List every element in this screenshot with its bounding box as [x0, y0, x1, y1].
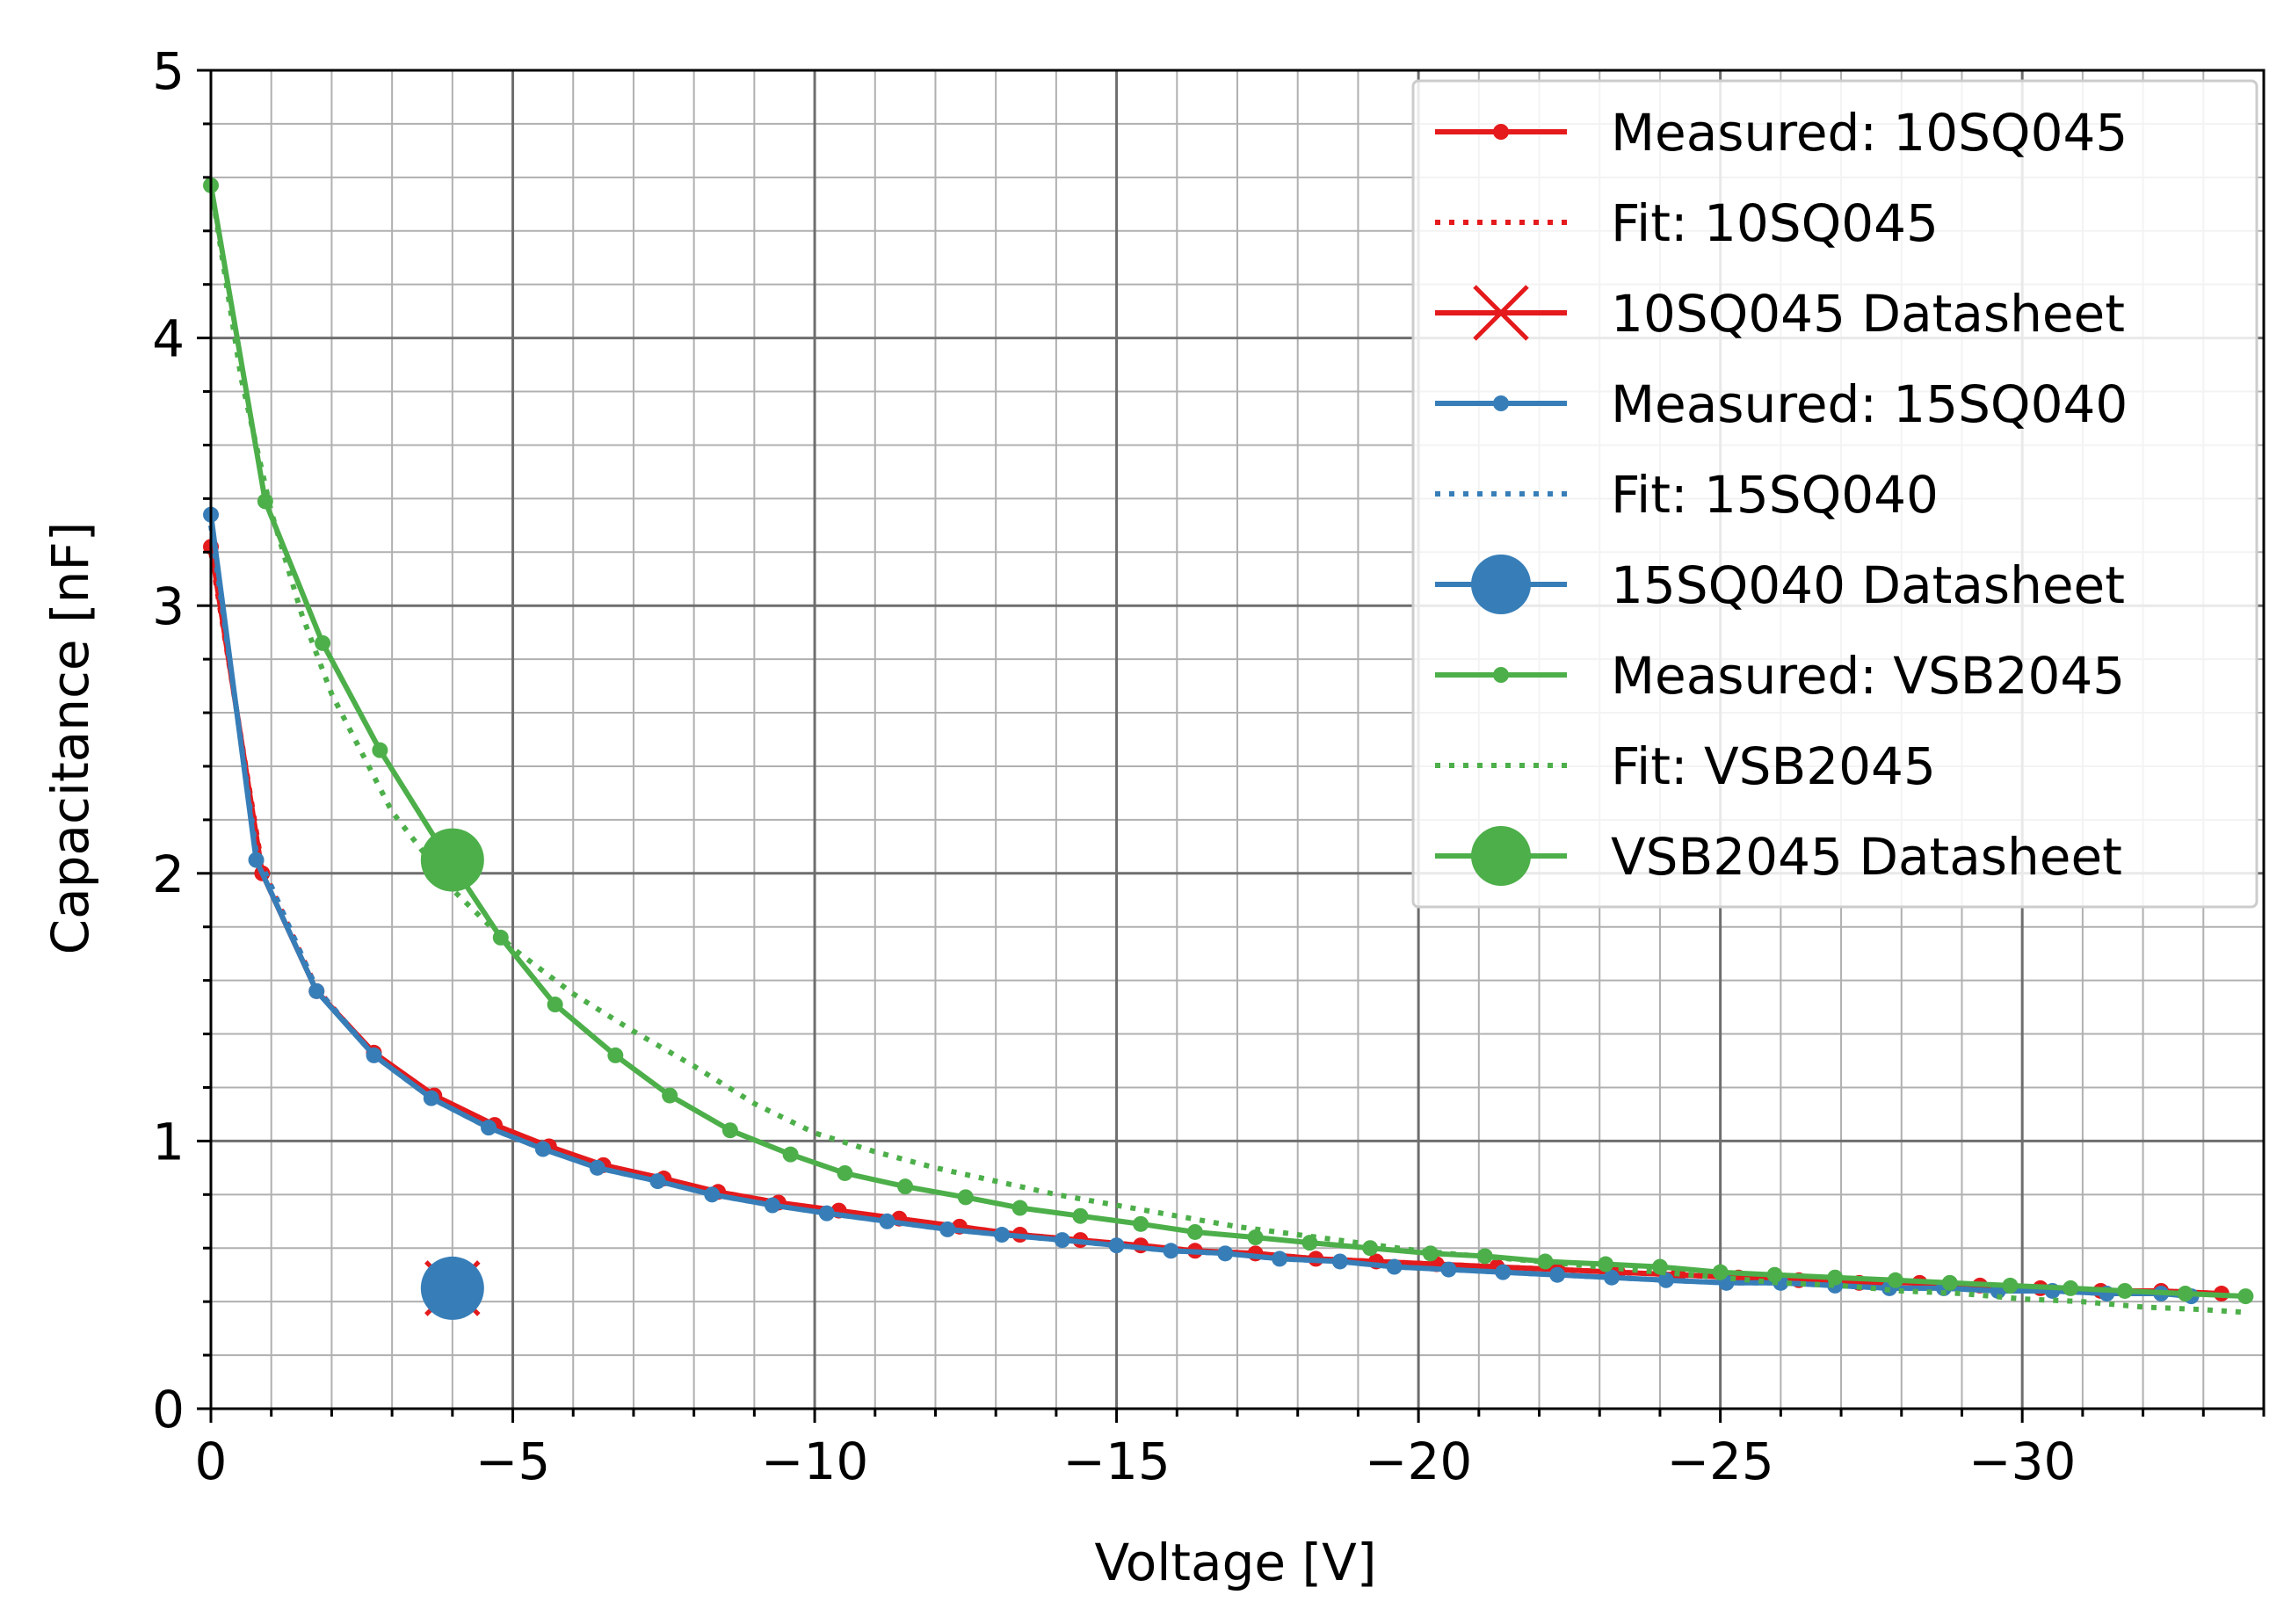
x-tick-label: −20 [1365, 1432, 1472, 1491]
legend-label: Measured: 10SQ045 [1611, 103, 2128, 163]
data-point [764, 1197, 780, 1214]
series-line [208, 185, 2246, 1300]
x-tick-label: −5 [475, 1432, 551, 1491]
x-tick-label: 0 [195, 1432, 228, 1491]
series-fit-15sq040 [208, 525, 2192, 1300]
legend-item-10sq045-datasheet: 10SQ045 Datasheet [1435, 284, 2125, 344]
legend-marker [1471, 826, 1531, 886]
data-point [649, 1173, 666, 1190]
legend-label: 10SQ045 Datasheet [1611, 284, 2125, 344]
data-point [721, 1122, 738, 1139]
legend-item-measured-15sq040: Measured: 15SQ040 [1435, 374, 2128, 434]
data-point [372, 742, 388, 758]
data-point [662, 1087, 678, 1104]
data-point [1108, 1237, 1125, 1254]
x-tick-label: −10 [761, 1432, 868, 1491]
series-vsb2045-datasheet [420, 828, 484, 892]
datasheet-marker [420, 1256, 484, 1320]
legend: Measured: 10SQ045 Fit: 10SQ045 10SQ045 Dat… [1411, 79, 2258, 909]
data-point [1476, 1248, 1493, 1265]
data-point [1054, 1232, 1070, 1249]
legend-label: Measured: 15SQ040 [1611, 374, 2128, 434]
data-point [1887, 1272, 1903, 1288]
data-point [1186, 1223, 1203, 1240]
series-15sq040-datasheet [420, 1256, 484, 1320]
legend-item-15sq040-datasheet: 15SQ040 Datasheet [1435, 555, 2125, 615]
data-point [1011, 1200, 1028, 1216]
legend-label: VSB2045 Datasheet [1611, 827, 2122, 887]
data-point [2002, 1277, 2019, 1294]
y-tick-label: 5 [152, 41, 185, 101]
data-point [1217, 1245, 1234, 1262]
legend-marker [1493, 124, 1509, 140]
legend-item-measured-10sq045: Measured: 10SQ045 [1435, 103, 2128, 163]
legend-label: Fit: 10SQ045 [1611, 193, 1939, 253]
legend-label: Fit: 15SQ040 [1611, 465, 1939, 525]
data-point [2237, 1288, 2254, 1305]
y-tick-label: 3 [152, 576, 185, 636]
legend-item-measured-vsb2045: Measured: VSB2045 [1435, 646, 2125, 706]
data-point [1331, 1253, 1348, 1270]
y-tick-label: 4 [152, 309, 185, 369]
tick-labels: 0 −5 −10 −15 −20 −25 −30 0 1 2 3 4 5 [152, 41, 2076, 1491]
data-point [315, 634, 331, 651]
data-series [203, 177, 2254, 1320]
data-point [782, 1146, 799, 1163]
fit-line [208, 185, 2246, 1316]
data-point [1362, 1240, 1379, 1257]
legend-label: 15SQ040 Datasheet [1611, 555, 2125, 615]
data-point [1072, 1207, 1089, 1224]
data-point [1247, 1229, 1264, 1246]
data-point [1603, 1269, 1620, 1286]
y-tick-label: 1 [152, 1112, 185, 1171]
data-point [1537, 1253, 1554, 1270]
data-point [704, 1186, 721, 1203]
data-point [897, 1178, 914, 1195]
data-point [1657, 1272, 1674, 1288]
data-point [1163, 1243, 1179, 1259]
data-point [837, 1164, 853, 1181]
data-point [1386, 1258, 1403, 1275]
x-axis-label: Voltage [V] [1095, 1533, 1377, 1592]
x-tick-label: −25 [1666, 1432, 1773, 1491]
data-point [1766, 1266, 1783, 1283]
data-point [939, 1221, 956, 1237]
data-point [994, 1227, 1011, 1243]
data-point [2116, 1282, 2133, 1299]
data-point [1712, 1264, 1729, 1280]
data-point [1827, 1269, 1844, 1286]
series-measured-vsb2045 [203, 177, 2254, 1305]
legend-item-vsb2045-datasheet: VSB2045 Datasheet [1435, 826, 2122, 887]
data-point [423, 1090, 439, 1106]
axis-ticks [197, 69, 2266, 1423]
legend-label: Measured: VSB2045 [1611, 646, 2125, 706]
legend-item-fit-10sq045: Fit: 10SQ045 [1435, 193, 1939, 253]
data-point [547, 997, 563, 1013]
data-point [1941, 1274, 1958, 1291]
data-point [2063, 1280, 2079, 1296]
series-fit-vsb2045 [208, 185, 2246, 1316]
x-tick-label: −15 [1062, 1432, 1170, 1491]
legend-marker [1471, 555, 1531, 614]
legend-marker [1493, 395, 1509, 411]
data-point [607, 1047, 624, 1063]
data-point [2177, 1286, 2193, 1302]
legend-item-fit-15sq040: Fit: 15SQ040 [1435, 465, 1939, 525]
legend-item-fit-vsb2045: Fit: VSB2045 [1435, 736, 1936, 796]
data-point [1133, 1215, 1149, 1232]
legend-label: Fit: VSB2045 [1611, 736, 1936, 796]
datasheet-marker [420, 828, 484, 892]
legend-marker [1493, 667, 1509, 683]
data-point [818, 1205, 835, 1222]
data-point [957, 1189, 974, 1206]
y-tick-label: 0 [152, 1380, 185, 1439]
x-tick-label: −30 [1968, 1432, 2076, 1491]
y-axis-label: Capacitance [nF] [40, 522, 100, 955]
legend-box [1411, 79, 2258, 909]
legend-marker [1473, 285, 1529, 341]
fit-line [208, 525, 2192, 1300]
y-tick-label: 2 [152, 845, 185, 904]
